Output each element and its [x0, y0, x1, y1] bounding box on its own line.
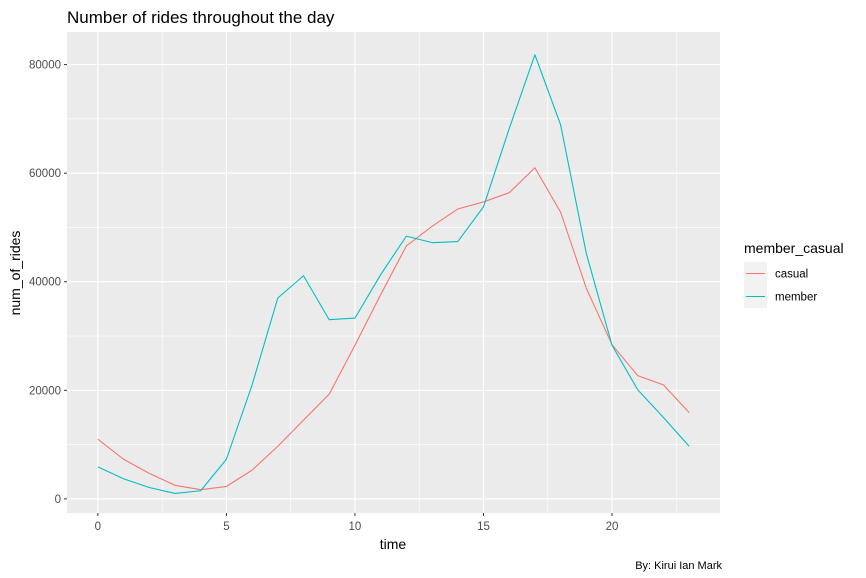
y-tick-label: 80000 — [29, 60, 61, 72]
y-tick-label: 60000 — [29, 168, 61, 180]
y-axis-title: num_of_rides — [7, 231, 23, 316]
legend-label-casual: casual — [775, 269, 808, 281]
series-lines — [97, 54, 690, 495]
minor-gridlines — [67, 32, 720, 513]
x-tick-label: 15 — [477, 521, 490, 533]
series-line-casual — [97, 167, 690, 491]
y-tick-label: 0 — [55, 494, 61, 506]
x-tick-label: 0 — [95, 521, 101, 533]
legend-keys: casual member — [744, 262, 817, 308]
x-axis-title: time — [380, 536, 407, 552]
series-line-member — [97, 54, 690, 495]
major-gridlines — [67, 32, 720, 513]
x-axis: 0 5 10 15 20 — [95, 513, 619, 533]
y-tick-label: 20000 — [29, 385, 61, 397]
y-axis: 0 20000 40000 60000 80000 — [29, 60, 67, 506]
chart-title: Number of rides throughout the day — [67, 8, 335, 27]
plot-panel — [67, 32, 720, 513]
x-tick-label: 5 — [223, 521, 229, 533]
legend-title: member_casual — [744, 240, 844, 256]
legend: member_casual casual member — [744, 240, 844, 308]
legend-label-member: member — [775, 292, 817, 304]
y-tick-label: 40000 — [29, 277, 61, 289]
x-tick-label: 10 — [349, 521, 362, 533]
x-tick-label: 20 — [606, 521, 619, 533]
chart-caption: By: Kirui Ian Mark — [635, 560, 722, 572]
